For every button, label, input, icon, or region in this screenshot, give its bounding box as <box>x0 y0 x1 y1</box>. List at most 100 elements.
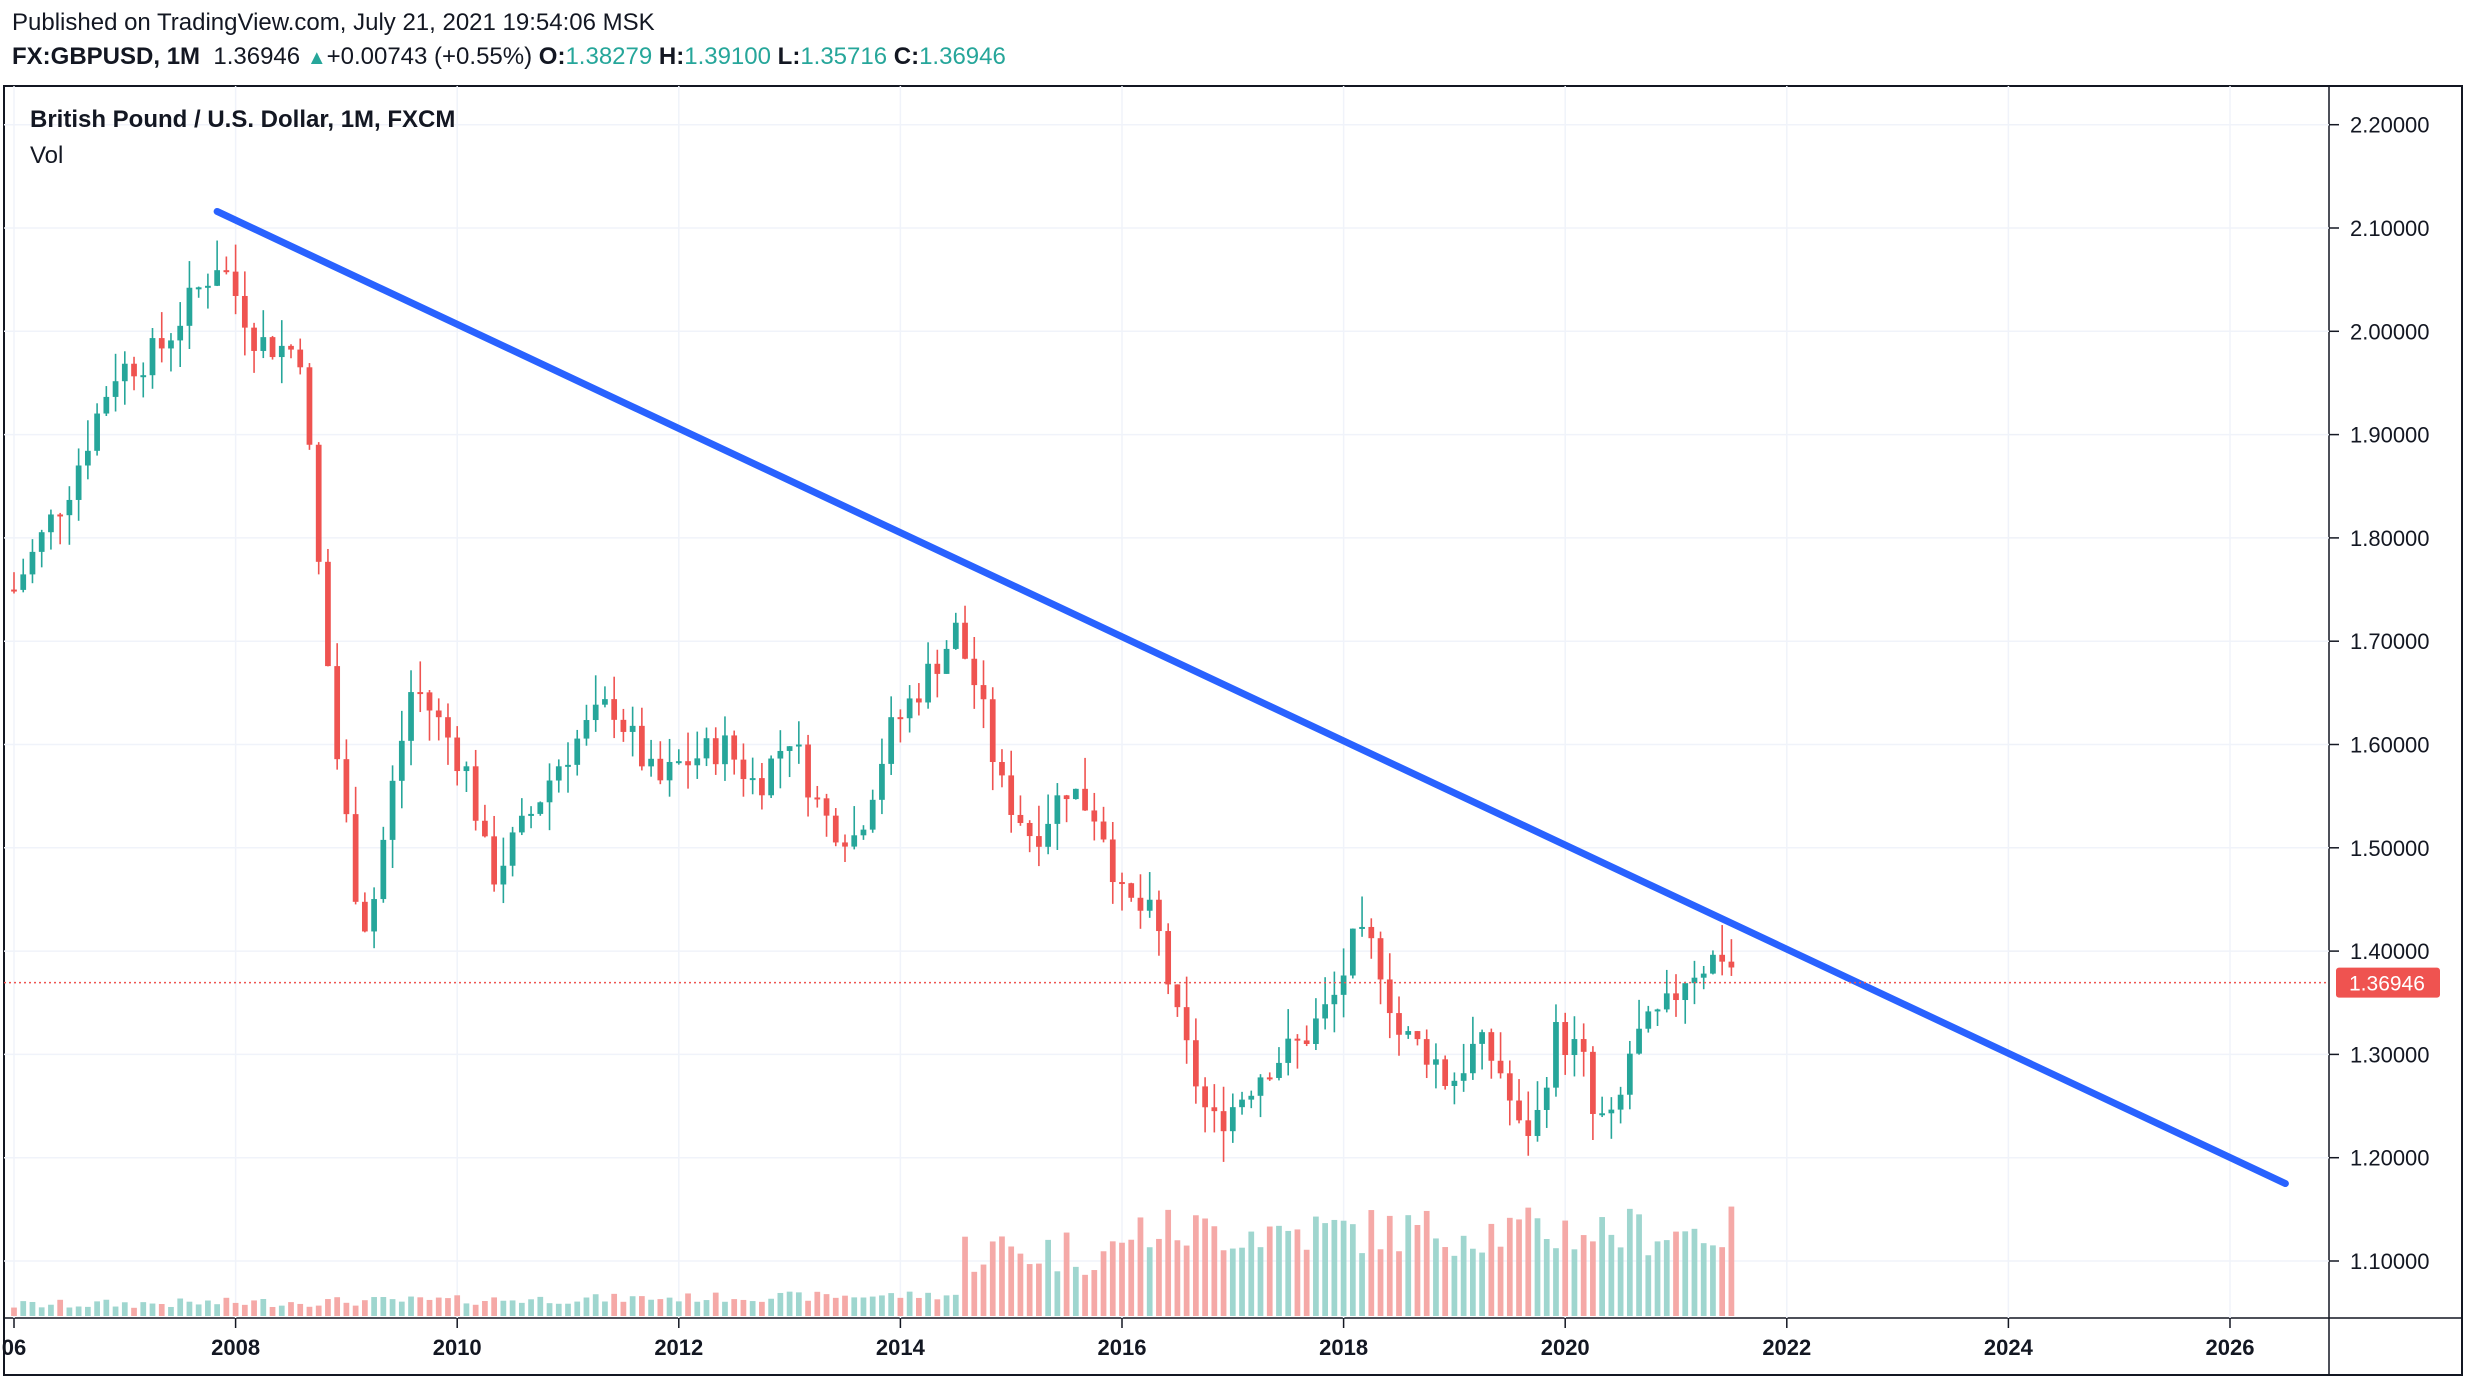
candle-body <box>1220 1111 1227 1132</box>
volume-bar <box>168 1306 174 1316</box>
candle-body <box>1626 1053 1633 1095</box>
candle-body <box>1534 1109 1541 1136</box>
volume-bar <box>823 1294 830 1316</box>
candle-body <box>140 375 147 378</box>
volume-bar <box>759 1301 765 1316</box>
candle-body <box>1497 1060 1504 1074</box>
x-tick-label: 2022 <box>1762 1335 1811 1360</box>
candle-body <box>1405 1031 1412 1035</box>
x-tick-label: 2024 <box>1984 1335 2034 1360</box>
volume-bar <box>1063 1232 1070 1316</box>
volume-bar <box>269 1306 276 1316</box>
candle-body <box>29 551 36 575</box>
volume-bar <box>1562 1220 1569 1316</box>
volume-bar <box>121 1302 128 1316</box>
price-axis[interactable]: 1.10000 1.20000 1.30000 1.40000 1.50000 1.600… <box>2329 113 2430 1274</box>
candle-body <box>352 814 359 902</box>
candle-body <box>1091 810 1098 822</box>
volume-bar <box>1091 1270 1098 1316</box>
volume-bar <box>749 1301 756 1316</box>
change: +0.00743 (+0.55%) <box>326 43 533 70</box>
x-tick-label: 2008 <box>211 1335 260 1360</box>
volume-bar <box>491 1297 497 1316</box>
volume-bar <box>1156 1238 1162 1316</box>
volume-bar <box>906 1291 913 1316</box>
volume-bar <box>1248 1231 1255 1316</box>
volume-bar <box>1654 1241 1661 1316</box>
volume-bar <box>1571 1249 1578 1316</box>
candle-body <box>1516 1100 1522 1121</box>
candle-body <box>565 764 571 767</box>
volume-bar <box>509 1300 516 1316</box>
volume-bar <box>1054 1271 1061 1316</box>
y-tick-label: 1.70000 <box>2350 629 2430 654</box>
volume-bar <box>1451 1255 1458 1316</box>
volume-bar <box>1682 1231 1689 1316</box>
candle-body <box>795 744 802 747</box>
candle-body <box>1026 822 1033 837</box>
volume-bar <box>1516 1219 1522 1316</box>
volume-bar <box>731 1299 738 1316</box>
volume-bar <box>149 1303 156 1316</box>
volume-bar <box>1183 1245 1190 1316</box>
volume-bar <box>482 1301 488 1316</box>
volume-bar <box>362 1300 368 1316</box>
candle-body <box>777 750 784 759</box>
candlestick-series[interactable] <box>11 240 1735 1162</box>
candle-body <box>66 499 73 516</box>
candle-body <box>1562 1022 1569 1056</box>
volume-bar <box>1100 1251 1107 1316</box>
symbol[interactable]: FX:GBPUSD <box>12 43 154 70</box>
interval[interactable]: 1M <box>166 43 201 70</box>
volume-bar <box>1257 1247 1264 1316</box>
volume-bar <box>805 1300 811 1316</box>
candle-body <box>1174 984 1181 1008</box>
candle-body <box>657 758 664 781</box>
volume-bar <box>214 1304 220 1316</box>
volume-bar <box>1303 1249 1310 1316</box>
candle-body <box>1303 1040 1310 1045</box>
candle-body <box>1202 1086 1208 1108</box>
candle-body <box>832 815 839 843</box>
volume-bar <box>888 1293 895 1316</box>
candle-body <box>1617 1094 1624 1110</box>
candle-body <box>1100 821 1107 840</box>
volume-bar <box>297 1303 304 1316</box>
volume-bar <box>315 1305 322 1316</box>
candle-body <box>1433 1059 1439 1065</box>
trendline-layer[interactable] <box>213 207 2289 1188</box>
candle-body <box>1165 931 1172 985</box>
last-price-tag: 1.36946 <box>2336 967 2440 998</box>
volume-bar <box>694 1301 701 1316</box>
candle-body <box>980 685 987 700</box>
candle-body <box>509 832 516 866</box>
volume-bar <box>592 1294 599 1316</box>
time-axis[interactable]: 06 2008 2010 2012 2014 2016 2018 2020 2022 2024 20… <box>2 1318 2255 1360</box>
candle-body <box>971 658 978 686</box>
candle-body <box>1156 899 1162 932</box>
candle-body <box>759 778 765 796</box>
volume-bar <box>1313 1216 1319 1316</box>
candle-body <box>1239 1099 1245 1108</box>
volume-bar <box>325 1299 331 1316</box>
volume-bar <box>1359 1253 1365 1316</box>
candle-body <box>1599 1113 1605 1116</box>
candle-body <box>48 514 54 533</box>
volume-bar <box>112 1306 119 1316</box>
candle-body <box>1193 1040 1199 1087</box>
volume-bar <box>943 1295 950 1316</box>
candle-body <box>1313 1018 1319 1045</box>
volume-bar <box>1294 1229 1301 1316</box>
candle-body <box>1710 954 1716 974</box>
volume-bar <box>1433 1238 1439 1316</box>
volume-bar <box>1229 1248 1236 1316</box>
volume-bar <box>463 1303 470 1316</box>
candle-body <box>1728 961 1735 968</box>
candle-body <box>112 381 119 397</box>
volume-histogram <box>11 1206 1735 1316</box>
y-tick-label: 2.20000 <box>2350 113 2430 138</box>
volume-bar <box>722 1301 728 1316</box>
x-tick-label: 2020 <box>1541 1335 1590 1360</box>
candle-body <box>1072 788 1079 800</box>
